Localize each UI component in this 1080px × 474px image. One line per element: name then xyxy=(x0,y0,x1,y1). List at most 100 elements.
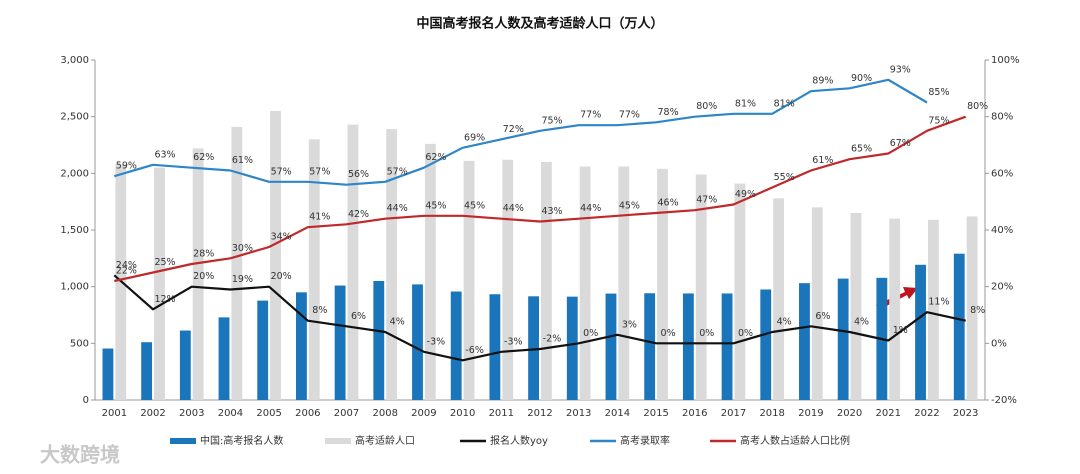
legend-label: 报名人数yoy xyxy=(490,434,548,447)
x-tick-label: 2023 xyxy=(953,408,978,419)
x-tick-label: 2009 xyxy=(411,408,436,419)
data-label: -2% xyxy=(543,334,562,345)
data-label: 8% xyxy=(970,305,985,316)
data-label: 25% xyxy=(154,257,175,268)
y-tick-label: 1,500 xyxy=(60,225,89,236)
y-tick-label: 2,000 xyxy=(60,168,89,179)
data-label: 4% xyxy=(390,317,405,328)
chart-title: 中国高考报名人数及高考适龄人口（万人） xyxy=(416,16,663,32)
data-label: 80% xyxy=(967,101,988,112)
data-label: 45% xyxy=(464,200,485,211)
data-label: 44% xyxy=(503,203,524,214)
legend-swatch xyxy=(325,438,351,444)
data-label: 81% xyxy=(774,98,795,109)
bar xyxy=(295,292,307,400)
x-tick-label: 2021 xyxy=(876,408,901,419)
bar xyxy=(347,124,359,400)
x-tick-label: 2013 xyxy=(566,408,591,419)
data-label: 72% xyxy=(503,124,524,135)
data-label: 19% xyxy=(232,274,253,285)
data-label: 3% xyxy=(622,319,637,330)
bar xyxy=(682,293,694,400)
data-label: 34% xyxy=(271,232,292,243)
y-tick-label: 500 xyxy=(70,338,89,349)
line xyxy=(113,78,928,186)
bar xyxy=(489,294,501,400)
data-label: 61% xyxy=(812,155,833,166)
bar xyxy=(102,348,114,400)
data-label: 47% xyxy=(696,195,717,206)
y2-tick-label: 60% xyxy=(991,168,1013,179)
x-tick-label: 2022 xyxy=(914,408,939,419)
data-label: 49% xyxy=(735,189,756,200)
data-label: 44% xyxy=(387,203,408,214)
data-label: 0% xyxy=(738,328,753,339)
y2-tick-label: 40% xyxy=(991,225,1013,236)
x-tick-label: 2014 xyxy=(605,408,630,419)
data-label: 75% xyxy=(928,115,949,126)
bar xyxy=(734,183,746,400)
data-label: 61% xyxy=(232,155,253,166)
x-tick-label: 2005 xyxy=(256,408,281,419)
y2-tick-label: 20% xyxy=(991,282,1013,293)
bar xyxy=(528,296,539,400)
data-label: 59% xyxy=(116,161,137,172)
data-label: 4% xyxy=(854,317,869,328)
y2-tick-label: 100% xyxy=(991,55,1020,66)
data-label: 63% xyxy=(154,149,175,160)
data-label: 4% xyxy=(777,317,792,328)
bar xyxy=(695,174,707,400)
data-label: 30% xyxy=(232,243,253,254)
bar xyxy=(541,162,552,400)
y-tick-label: 3,000 xyxy=(60,55,89,66)
y-tick-label: 0 xyxy=(83,395,89,406)
x-tick-label: 2019 xyxy=(798,408,823,419)
y2-tick-label: -20% xyxy=(991,395,1017,406)
data-label: 80% xyxy=(696,101,717,112)
x-tick-label: 2007 xyxy=(334,408,359,419)
legend-label: 高考录取率 xyxy=(620,434,670,447)
data-label: 90% xyxy=(851,73,872,84)
x-tick-label: 2001 xyxy=(102,408,127,419)
data-label: 81% xyxy=(735,98,756,109)
data-label: 42% xyxy=(348,209,369,220)
data-label: 6% xyxy=(815,311,830,322)
legend-label: 中国:高考报名人数 xyxy=(200,434,283,447)
bar xyxy=(850,213,862,400)
bar xyxy=(773,198,785,400)
x-tick-label: 2015 xyxy=(643,408,668,419)
bar xyxy=(141,342,153,400)
data-label: 43% xyxy=(541,206,562,217)
bar xyxy=(257,300,269,400)
y-tick-label: 1,000 xyxy=(60,282,89,293)
data-label: -3% xyxy=(427,336,446,347)
bar xyxy=(657,168,668,400)
data-label: -6% xyxy=(465,345,484,356)
bar xyxy=(450,291,462,400)
data-label: 11% xyxy=(928,297,949,308)
data-label: 20% xyxy=(271,271,292,282)
data-label: 45% xyxy=(425,200,446,211)
bar xyxy=(811,207,823,400)
bar xyxy=(579,166,591,400)
data-label: 55% xyxy=(774,172,795,183)
x-tick-label: 2008 xyxy=(372,408,397,419)
bar xyxy=(231,126,243,400)
data-label: 75% xyxy=(541,115,562,126)
bar xyxy=(154,167,165,400)
x-tick-label: 2018 xyxy=(759,408,784,419)
bar xyxy=(502,159,514,400)
x-tick-label: 2002 xyxy=(140,408,165,419)
bar xyxy=(412,284,423,400)
bar xyxy=(308,139,320,401)
bar xyxy=(566,296,578,400)
x-tick-label: 2011 xyxy=(489,408,514,419)
data-label: 6% xyxy=(351,311,366,322)
bar xyxy=(915,264,926,400)
bar xyxy=(373,281,385,400)
data-label: 44% xyxy=(580,203,601,214)
line xyxy=(113,274,966,362)
legend-swatch xyxy=(170,438,196,444)
bar xyxy=(424,143,436,400)
